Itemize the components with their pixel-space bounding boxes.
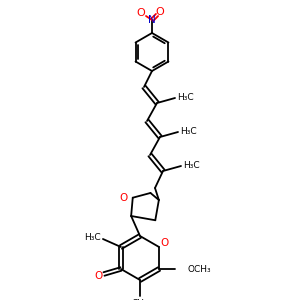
Text: H₃C: H₃C <box>180 128 196 136</box>
Text: CH₃: CH₃ <box>132 298 148 300</box>
Text: N: N <box>148 15 156 25</box>
Text: O: O <box>95 271 103 281</box>
Text: O: O <box>160 238 168 248</box>
Text: H₃C: H₃C <box>183 161 200 170</box>
Text: H₃C: H₃C <box>177 94 194 103</box>
Text: H₃C: H₃C <box>84 233 101 242</box>
Text: O: O <box>136 8 146 18</box>
Text: O: O <box>119 193 128 203</box>
Text: OCH₃: OCH₃ <box>187 265 211 274</box>
Text: O: O <box>156 7 164 17</box>
